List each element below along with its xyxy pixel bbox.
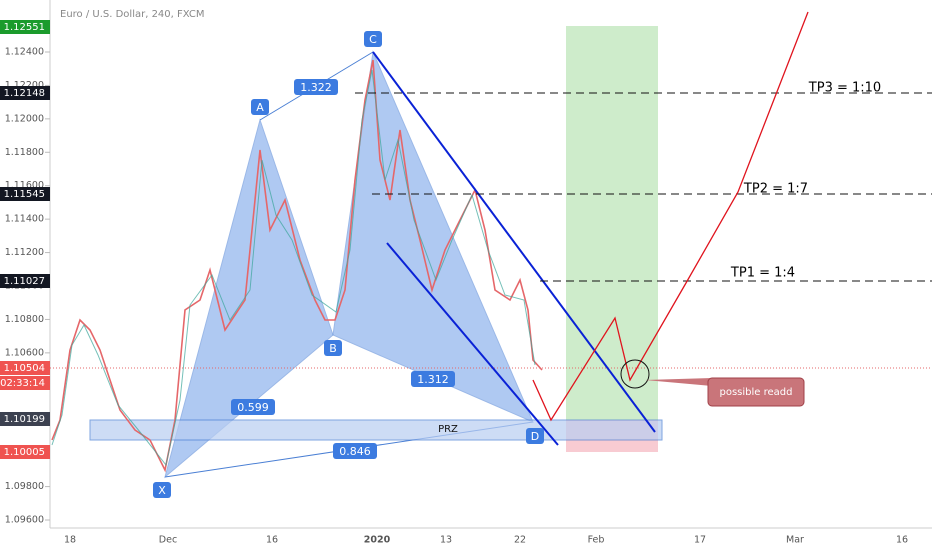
- price-marker-label: 02:33:14: [0, 378, 45, 389]
- price-marker-box: [0, 412, 50, 426]
- time-label: Dec: [159, 535, 177, 546]
- ratio-box: [294, 79, 338, 95]
- price-tick-label: 1.10800: [5, 314, 44, 325]
- price-tick-label: 1.11400: [5, 214, 44, 225]
- projection-path: [532, 11, 809, 422]
- zone-label: PRZ: [438, 424, 458, 435]
- prz-box: [89, 419, 663, 441]
- price-marker-label: 1.11545: [4, 189, 45, 200]
- ratio-label: 0.599: [237, 401, 269, 414]
- channel-lower: [386, 242, 559, 446]
- ratio-box: [231, 399, 275, 415]
- time-label: 16: [896, 535, 908, 546]
- ratio-label: 1.322: [300, 81, 332, 94]
- price-tick-label: 1.12000: [5, 113, 44, 124]
- price-tick-label: 1.11800: [5, 147, 44, 158]
- price-marker-box: [0, 86, 50, 100]
- price-tick-label: 1.12400: [5, 47, 44, 58]
- time-label: 16: [266, 535, 278, 546]
- price-tick-label: 1.10600: [5, 347, 44, 358]
- price-marker-box: [0, 361, 50, 375]
- time-label: Mar: [786, 535, 804, 546]
- note-pointer: [645, 378, 712, 386]
- price-marker-label: 1.12551: [4, 22, 45, 33]
- price-tick-label: 1.09800: [5, 481, 44, 492]
- price-marker-label: 1.10504: [4, 363, 45, 374]
- price-marker-label: 1.11027: [4, 276, 45, 287]
- chart-title: Euro / U.S. Dollar, 240, FXCM: [60, 9, 205, 20]
- point-box: [153, 482, 171, 498]
- time-label: 2020: [364, 535, 391, 546]
- point-box: [251, 99, 269, 115]
- price-markers: 1.12551 1.12148 1.11545 1.11027 1.10504 02:33…: [0, 20, 50, 459]
- price-path-up: [51, 69, 536, 467]
- ratio-box: [411, 371, 455, 387]
- channel-upper: [372, 51, 656, 433]
- time-label: 13: [440, 535, 452, 546]
- price-marker-label: 1.10199: [4, 414, 45, 425]
- point-box: [324, 340, 342, 356]
- price-tick-label: 1.09600: [5, 515, 44, 526]
- price-tick-label: 1.11600: [5, 180, 44, 191]
- point-label: B: [329, 342, 337, 355]
- tp3-label: TP3 = 1:10: [808, 81, 881, 96]
- price-marker-box: [0, 376, 50, 390]
- tp1-label: TP1 = 1:4: [730, 266, 795, 281]
- price-tick-label: 1.11200: [5, 247, 44, 258]
- point-label: A: [256, 101, 264, 114]
- tp2-label: TP2 = 1:7: [743, 182, 808, 197]
- time-label: 22: [514, 535, 526, 546]
- price-marker-label: 1.10005: [4, 447, 45, 458]
- point-label: X: [158, 484, 166, 497]
- time-label: Feb: [588, 535, 605, 546]
- price-marker-label: 1.12148: [4, 88, 45, 99]
- note-box: [707, 377, 805, 407]
- point-box: [364, 31, 382, 47]
- ratio-label: 1.312: [417, 373, 449, 386]
- note-text: possible readd: [720, 387, 793, 398]
- point-label: C: [369, 33, 377, 46]
- profit-zone: [566, 26, 658, 420]
- price-tick-label: 1.12200: [5, 80, 44, 91]
- price-marker-box: [0, 187, 50, 201]
- time-label: 18: [64, 535, 76, 546]
- price-marker-box: [0, 20, 50, 34]
- point-label: D: [531, 430, 539, 443]
- ratio-label: 0.846: [339, 445, 371, 458]
- time-label: 17: [694, 535, 706, 546]
- point-box: [526, 428, 544, 444]
- price-marker-box: [0, 274, 50, 288]
- price-marker-box: [0, 445, 50, 459]
- readd-circle: [620, 359, 650, 389]
- ratio-box: [333, 443, 377, 459]
